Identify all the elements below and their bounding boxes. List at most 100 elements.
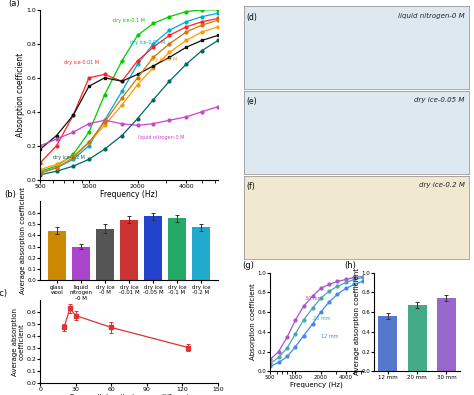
- dry ice-0 M: [199, 30, 205, 34]
- Text: dry ice-0.01 M: dry ice-0.01 M: [64, 60, 99, 65]
- dry ice-0 M: [54, 162, 59, 167]
- glass wool: [102, 75, 108, 80]
- dry ice-0.2 M: [102, 147, 108, 152]
- Text: (d): (d): [246, 13, 257, 22]
- glass wool: [119, 79, 125, 84]
- dry ice-0 M: [135, 82, 140, 87]
- Text: dry ice-0.2 M: dry ice-0.2 M: [53, 155, 85, 160]
- dry ice-0.01 M: [119, 79, 125, 84]
- dry ice-0.1 M: [150, 21, 156, 26]
- Y-axis label: Average absorption coefficient: Average absorption coefficient: [20, 188, 26, 294]
- dry ice-0.2 M: [86, 157, 92, 162]
- dry ice-0.05 M: [102, 120, 108, 124]
- Bar: [120, 220, 138, 280]
- liquid nitrogen-0 M: [135, 123, 140, 128]
- liquid nitrogen-0 M: [183, 115, 189, 119]
- glass wool: [150, 64, 156, 68]
- Bar: [378, 316, 397, 371]
- Text: dry ice-0.1 M: dry ice-0.1 M: [112, 18, 145, 23]
- liquid nitrogen-0 M: [102, 118, 108, 122]
- dry ice-0.1 M: [215, 8, 221, 12]
- dry ice-0.06 M: [71, 157, 76, 162]
- dry ice-0.2 M: [37, 172, 43, 177]
- dry ice-0.2 M: [183, 62, 189, 67]
- dry ice-0.06 M: [166, 28, 172, 33]
- dry ice-0.1 M: [135, 33, 140, 38]
- glass wool: [166, 55, 172, 60]
- liquid nitrogen-0 M: [54, 137, 59, 141]
- dry ice-0.2 M: [199, 48, 205, 53]
- dry ice-0.1 M: [166, 14, 172, 19]
- Bar: [96, 229, 114, 280]
- dry ice-0.06 M: [135, 62, 140, 67]
- glass wool: [37, 147, 43, 152]
- dry ice-0.05 M: [119, 96, 125, 101]
- dry ice-0 M: [86, 140, 92, 145]
- dry ice-0.01 M: [166, 33, 172, 38]
- dry ice-0.2 M: [135, 116, 140, 121]
- dry ice-0.05 M: [183, 30, 189, 34]
- Y-axis label: Average absorption coefficient: Average absorption coefficient: [354, 269, 360, 375]
- Text: liquid nitrogen-0 M: liquid nitrogen-0 M: [137, 135, 184, 140]
- Line: dry ice-0.01 M: dry ice-0.01 M: [39, 17, 219, 164]
- glass wool: [199, 38, 205, 43]
- Y-axis label: Absorption coefficient: Absorption coefficient: [250, 284, 256, 360]
- dry ice-0.06 M: [199, 14, 205, 19]
- dry ice-0.01 M: [215, 16, 221, 21]
- Bar: [144, 216, 162, 280]
- dry ice-0.01 M: [37, 160, 43, 165]
- glass wool: [86, 84, 92, 88]
- Text: 12 mm: 12 mm: [321, 334, 338, 339]
- dry ice-0.2 M: [71, 164, 76, 169]
- Text: 20 mm: 20 mm: [313, 316, 330, 321]
- Text: dry ice-0 M: dry ice-0 M: [150, 57, 177, 62]
- dry ice-0.05 M: [166, 41, 172, 46]
- dry ice-0.06 M: [37, 171, 43, 175]
- X-axis label: Frequency (Hz): Frequency (Hz): [100, 190, 158, 199]
- Text: (h): (h): [345, 261, 356, 270]
- Text: (a): (a): [9, 0, 20, 8]
- dry ice-0.1 M: [54, 164, 59, 169]
- dry ice-0 M: [150, 65, 156, 70]
- dry ice-0.06 M: [150, 41, 156, 46]
- X-axis label: Pore wall density (pore wall/1mm): Pore wall density (pore wall/1mm): [70, 394, 189, 395]
- liquid nitrogen-0 M: [37, 143, 43, 148]
- Line: dry ice-0.05 M: dry ice-0.05 M: [39, 19, 219, 174]
- Bar: [168, 218, 186, 280]
- Bar: [437, 298, 456, 371]
- dry ice-0 M: [183, 38, 189, 43]
- dry ice-0.06 M: [54, 166, 59, 170]
- Line: liquid nitrogen-0 M: liquid nitrogen-0 M: [39, 105, 219, 147]
- dry ice-0 M: [71, 154, 76, 158]
- dry ice-0.05 M: [150, 55, 156, 60]
- dry ice-0.01 M: [199, 19, 205, 24]
- dry ice-0 M: [102, 123, 108, 128]
- Line: glass wool: glass wool: [39, 34, 219, 150]
- dry ice-0.2 M: [54, 169, 59, 174]
- Text: (c): (c): [0, 289, 7, 298]
- dry ice-0.05 M: [37, 171, 43, 175]
- dry ice-0.06 M: [86, 143, 92, 148]
- Line: dry ice-0 M: dry ice-0 M: [39, 25, 219, 171]
- dry ice-0.1 M: [86, 130, 92, 135]
- Text: dry ice-0.05 M: dry ice-0.05 M: [414, 98, 465, 103]
- Text: (b): (b): [5, 190, 17, 199]
- Line: dry ice-0.1 M: dry ice-0.1 M: [39, 8, 219, 173]
- Text: liquid nitrogen-0 M: liquid nitrogen-0 M: [398, 13, 465, 19]
- dry ice-0.01 M: [102, 72, 108, 77]
- dry ice-0 M: [166, 50, 172, 55]
- Text: (g): (g): [242, 261, 255, 270]
- dry ice-0.06 M: [102, 118, 108, 122]
- dry ice-0.01 M: [150, 45, 156, 50]
- glass wool: [54, 133, 59, 138]
- dry ice-0.06 M: [119, 89, 125, 94]
- Text: (f): (f): [246, 182, 255, 192]
- Text: 30 mm: 30 mm: [305, 296, 322, 301]
- Text: dry ice-0.2 M: dry ice-0.2 M: [419, 182, 465, 188]
- Y-axis label: Average absorption
coefficient: Average absorption coefficient: [12, 308, 25, 376]
- glass wool: [183, 45, 189, 50]
- Line: dry ice-0.2 M: dry ice-0.2 M: [39, 39, 219, 176]
- dry ice-0.01 M: [54, 143, 59, 148]
- dry ice-0.1 M: [71, 152, 76, 156]
- dry ice-0.2 M: [215, 38, 221, 43]
